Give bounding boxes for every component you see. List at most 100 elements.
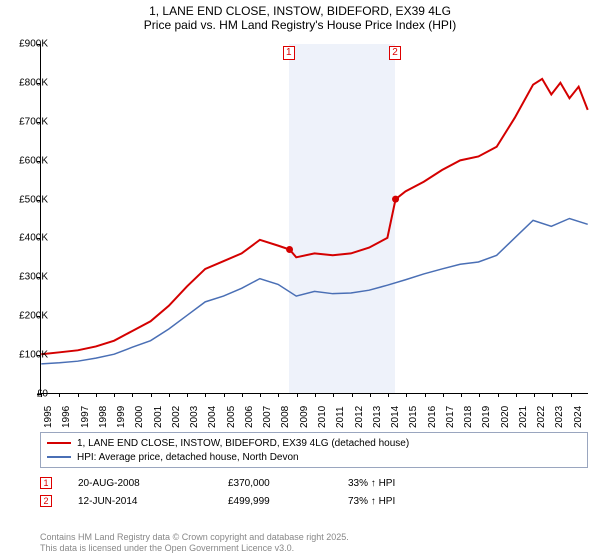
x-tick [571, 393, 572, 397]
sale-marker-dot [392, 196, 399, 203]
x-axis-label: 2015 [408, 406, 419, 428]
x-axis-label: 1996 [61, 406, 72, 428]
y-axis-label: £100K [19, 350, 48, 361]
x-tick [278, 393, 279, 397]
y-axis-label: £300K [19, 272, 48, 283]
x-axis-label: 2021 [518, 406, 529, 428]
x-tick [132, 393, 133, 397]
x-axis-label: 2012 [354, 406, 365, 428]
x-tick [388, 393, 389, 397]
x-axis-label: 2003 [189, 406, 200, 428]
sales-table: 1 20-AUG-2008 £370,000 33% ↑ HPI 2 12-JU… [40, 474, 395, 510]
sale-row: 1 20-AUG-2008 £370,000 33% ↑ HPI [40, 474, 395, 492]
x-tick [333, 393, 334, 397]
x-axis-label: 2001 [153, 406, 164, 428]
x-axis-label: 2005 [226, 406, 237, 428]
x-axis-label: 2010 [317, 406, 328, 428]
x-axis-label: 2009 [299, 406, 310, 428]
x-tick [187, 393, 188, 397]
sale-price: £499,999 [228, 496, 348, 507]
x-tick [59, 393, 60, 397]
x-axis-label: 2024 [573, 406, 584, 428]
x-axis-label: 2014 [390, 406, 401, 428]
x-axis-label: 2016 [427, 406, 438, 428]
x-axis-label: 2017 [445, 406, 456, 428]
x-axis-label: 2022 [536, 406, 547, 428]
sale-marker-dot [286, 246, 293, 253]
x-tick [479, 393, 480, 397]
x-tick [352, 393, 353, 397]
sale-price: £370,000 [228, 478, 348, 489]
series-hpi [41, 219, 587, 364]
x-tick [406, 393, 407, 397]
legend-row: HPI: Average price, detached house, Nort… [47, 450, 581, 464]
footer-line-2: This data is licensed under the Open Gov… [40, 543, 349, 554]
sale-marker-icon: 1 [40, 477, 52, 489]
x-axis-label: 2004 [207, 406, 218, 428]
x-axis-label: 2018 [463, 406, 474, 428]
footer-line-1: Contains HM Land Registry data © Crown c… [40, 532, 349, 543]
sale-marker-label: 2 [389, 46, 401, 60]
x-tick [315, 393, 316, 397]
legend-swatch [47, 456, 71, 458]
legend-label: 1, LANE END CLOSE, INSTOW, BIDEFORD, EX3… [77, 438, 409, 449]
x-tick [242, 393, 243, 397]
y-axis-label: £600K [19, 155, 48, 166]
chart-plot-area [40, 44, 588, 394]
x-tick [224, 393, 225, 397]
x-axis-label: 2006 [244, 406, 255, 428]
x-tick [461, 393, 462, 397]
x-tick [169, 393, 170, 397]
x-axis-label: 2008 [280, 406, 291, 428]
y-axis-label: £400K [19, 233, 48, 244]
sale-date: 12-JUN-2014 [78, 496, 228, 507]
x-tick [516, 393, 517, 397]
sale-date: 20-AUG-2008 [78, 478, 228, 489]
legend-swatch [47, 442, 71, 444]
x-axis-label: 2007 [262, 406, 273, 428]
x-axis-label: 1995 [43, 406, 54, 428]
y-axis-label: £800K [19, 77, 48, 88]
x-tick [78, 393, 79, 397]
x-tick [498, 393, 499, 397]
x-axis-label: 2000 [134, 406, 145, 428]
x-axis-label: 2013 [372, 406, 383, 428]
sale-marker-icon: 2 [40, 495, 52, 507]
sale-marker-label: 1 [283, 46, 295, 60]
x-tick [534, 393, 535, 397]
x-axis-label: 1999 [116, 406, 127, 428]
x-tick [370, 393, 371, 397]
x-tick [114, 393, 115, 397]
x-tick [552, 393, 553, 397]
x-axis-label: 2023 [554, 406, 565, 428]
chart-title-line-1: 1, LANE END CLOSE, INSTOW, BIDEFORD, EX3… [0, 4, 600, 18]
chart-lines-svg [41, 44, 588, 393]
x-tick [297, 393, 298, 397]
x-tick [260, 393, 261, 397]
y-axis-label: £500K [19, 194, 48, 205]
x-axis-label: 2020 [500, 406, 511, 428]
y-axis-label: £700K [19, 116, 48, 127]
x-axis-label: 2002 [171, 406, 182, 428]
x-tick [205, 393, 206, 397]
series-price_paid [41, 79, 587, 354]
x-tick [425, 393, 426, 397]
y-axis-label: £900K [19, 39, 48, 50]
x-axis-label: 1998 [98, 406, 109, 428]
y-axis-label: £200K [19, 311, 48, 322]
x-tick [96, 393, 97, 397]
legend-row: 1, LANE END CLOSE, INSTOW, BIDEFORD, EX3… [47, 436, 581, 450]
legend: 1, LANE END CLOSE, INSTOW, BIDEFORD, EX3… [40, 432, 588, 468]
x-axis-label: 2019 [481, 406, 492, 428]
chart-title-line-2: Price paid vs. HM Land Registry's House … [0, 18, 600, 32]
sale-pct: 73% ↑ HPI [348, 496, 395, 507]
x-tick [443, 393, 444, 397]
x-axis-label: 1997 [80, 406, 91, 428]
y-axis-label: £0 [37, 389, 48, 400]
sale-pct: 33% ↑ HPI [348, 478, 395, 489]
sale-row: 2 12-JUN-2014 £499,999 73% ↑ HPI [40, 492, 395, 510]
footer-attribution: Contains HM Land Registry data © Crown c… [40, 532, 349, 554]
x-tick [151, 393, 152, 397]
x-axis-label: 2011 [335, 406, 346, 428]
legend-label: HPI: Average price, detached house, Nort… [77, 452, 299, 463]
